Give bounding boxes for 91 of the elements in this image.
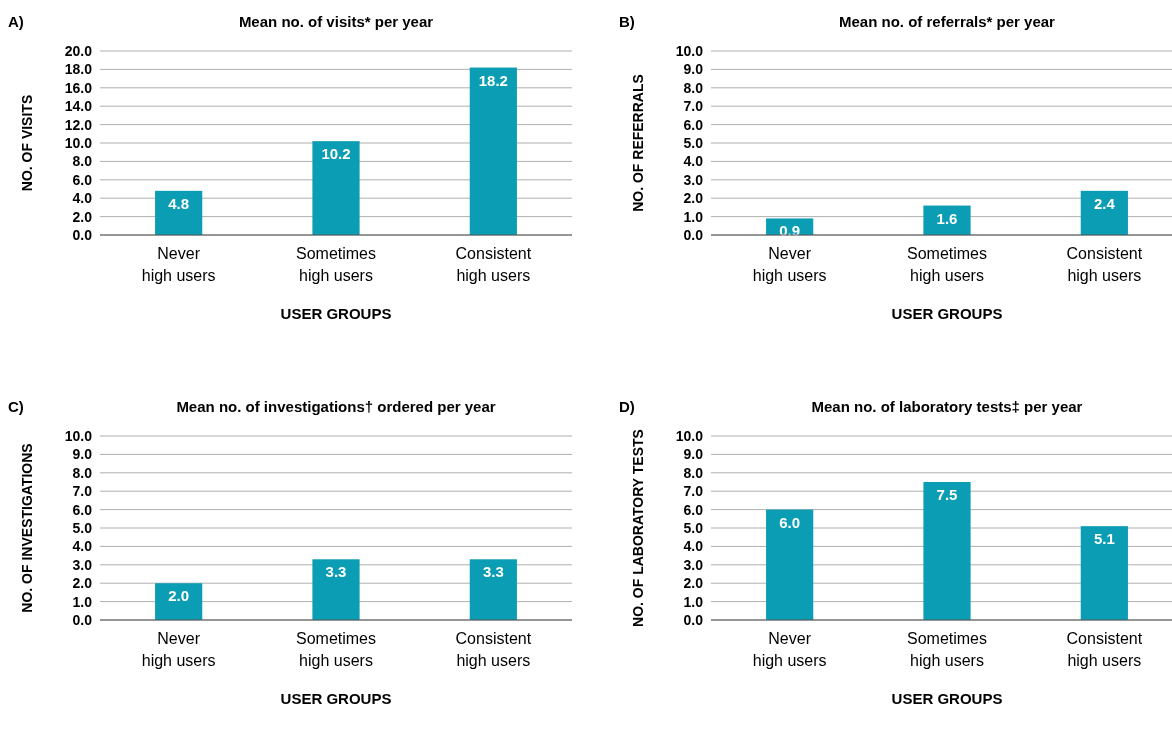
y-tick-label: 1.0 xyxy=(683,593,704,610)
text: C) xyxy=(8,398,24,415)
x-tick-label: Consistent high users xyxy=(455,245,532,284)
x-tick-label: Consistent high users xyxy=(1066,630,1143,669)
y-tick-label: 7.0 xyxy=(683,98,704,115)
y-tick-label: 6.0 xyxy=(683,501,704,518)
data-label: 3.3 xyxy=(325,563,347,581)
data-label: 5.1 xyxy=(1093,530,1115,548)
y-tick-label: 8.0 xyxy=(683,464,704,481)
y-tick-label: 9.0 xyxy=(683,446,704,463)
bar xyxy=(1080,526,1128,620)
y-tick-label: 5.0 xyxy=(683,134,704,151)
data-label: 1.6 xyxy=(936,209,958,227)
x-tick-label: Never high users xyxy=(141,245,216,284)
data-label: 7.5 xyxy=(936,486,958,503)
y-tick-label: 9.0 xyxy=(72,446,93,463)
chart-title: Mean no. of visits* per year xyxy=(238,13,434,30)
x-axis-title: USER GROUPS xyxy=(891,690,1003,707)
y-tick-label: 9.0 xyxy=(683,61,704,78)
data-label: 0.9 xyxy=(779,222,801,240)
y-tick-label: 0.0 xyxy=(72,226,93,243)
data-label: 2.0 xyxy=(168,587,190,605)
y-axis-title: NO. OF LABORATORY TESTS xyxy=(630,429,646,627)
text: B) xyxy=(619,13,635,30)
x-tick-label: Never high users xyxy=(752,245,827,284)
y-tick-label: 20.0 xyxy=(64,42,93,59)
y-tick-label: 3.0 xyxy=(683,556,704,573)
chart-title: Mean no. of investigations† ordered per year xyxy=(176,398,496,415)
bar xyxy=(155,190,203,235)
y-tick-label: 3.0 xyxy=(72,556,93,573)
data-label: 2.4 xyxy=(1093,194,1116,212)
text: A) xyxy=(8,13,24,30)
y-axis-title: NO. OF VISITS xyxy=(19,94,35,192)
x-tick-label: Consistent high users xyxy=(455,630,532,669)
x-axis-title: USER GROUPS xyxy=(891,305,1003,322)
y-tick-label: 3.0 xyxy=(683,171,704,188)
x-tick-label: Sometimes high users xyxy=(295,245,377,284)
y-tick-label: 2.0 xyxy=(72,575,93,592)
x-tick-label: Sometimes high users xyxy=(906,630,988,669)
data-label: 4.8 xyxy=(168,194,190,212)
y-tick-label: 12.0 xyxy=(64,116,93,133)
y-tick-label: 7.0 xyxy=(72,483,93,500)
y-tick-label: 2.0 xyxy=(683,190,704,207)
y-axis-title: NO. OF INVESTIGATIONS xyxy=(19,443,35,613)
y-tick-label: 0.0 xyxy=(683,226,704,243)
y-tick-label: 8.0 xyxy=(683,79,704,96)
y-tick-label: 16.0 xyxy=(64,79,93,96)
bar xyxy=(766,509,814,620)
x-tick-label: Sometimes high users xyxy=(906,245,988,284)
x-tick-label: Consistent high users xyxy=(1066,245,1143,284)
y-tick-label: 4.0 xyxy=(683,538,704,555)
data-label: 18.2 xyxy=(478,71,508,89)
y-tick-label: 5.0 xyxy=(683,519,704,536)
bar xyxy=(312,141,360,235)
bar xyxy=(469,67,517,235)
data-label: 3.3 xyxy=(482,563,504,581)
y-tick-label: 10.0 xyxy=(64,427,93,444)
x-axis-title: USER GROUPS xyxy=(280,690,392,707)
x-tick-label: Never high users xyxy=(141,630,216,669)
y-tick-label: 8.0 xyxy=(72,464,93,481)
x-tick-label: Never high users xyxy=(752,630,827,669)
y-tick-label: 0.0 xyxy=(72,611,93,628)
y-tick-label: 6.0 xyxy=(683,116,704,133)
bar xyxy=(923,482,971,620)
y-axis-title: NO. OF REFERRALS xyxy=(630,74,646,212)
y-tick-label: 8.0 xyxy=(72,153,93,170)
y-tick-label: 10.0 xyxy=(675,42,704,59)
y-tick-label: 1.0 xyxy=(72,593,93,610)
chart-title: Mean no. of referrals* per year xyxy=(839,13,1056,30)
y-tick-label: 4.0 xyxy=(72,538,93,555)
y-tick-label: 6.0 xyxy=(72,501,93,518)
x-axis-title: USER GROUPS xyxy=(280,305,392,322)
text: D) xyxy=(619,398,635,415)
y-tick-label: 7.0 xyxy=(683,483,704,500)
y-tick-label: 4.0 xyxy=(683,153,704,170)
y-tick-label: 2.0 xyxy=(72,208,93,225)
y-tick-label: 10.0 xyxy=(64,134,93,151)
y-tick-label: 0.0 xyxy=(683,611,704,628)
y-tick-label: 5.0 xyxy=(72,519,93,536)
y-tick-label: 2.0 xyxy=(683,575,704,592)
data-label: 10.2 xyxy=(321,145,351,163)
y-tick-label: 18.0 xyxy=(64,61,93,78)
y-tick-label: 1.0 xyxy=(683,208,704,225)
bar xyxy=(1080,190,1128,235)
y-tick-label: 10.0 xyxy=(675,427,704,444)
data-label: 6.0 xyxy=(779,513,801,531)
y-tick-label: 6.0 xyxy=(72,171,93,188)
chart-title: Mean no. of laboratory tests‡ per year xyxy=(811,398,1083,415)
x-tick-label: Sometimes high users xyxy=(295,630,377,669)
y-tick-label: 14.0 xyxy=(64,98,93,115)
y-tick-label: 4.0 xyxy=(72,190,93,207)
